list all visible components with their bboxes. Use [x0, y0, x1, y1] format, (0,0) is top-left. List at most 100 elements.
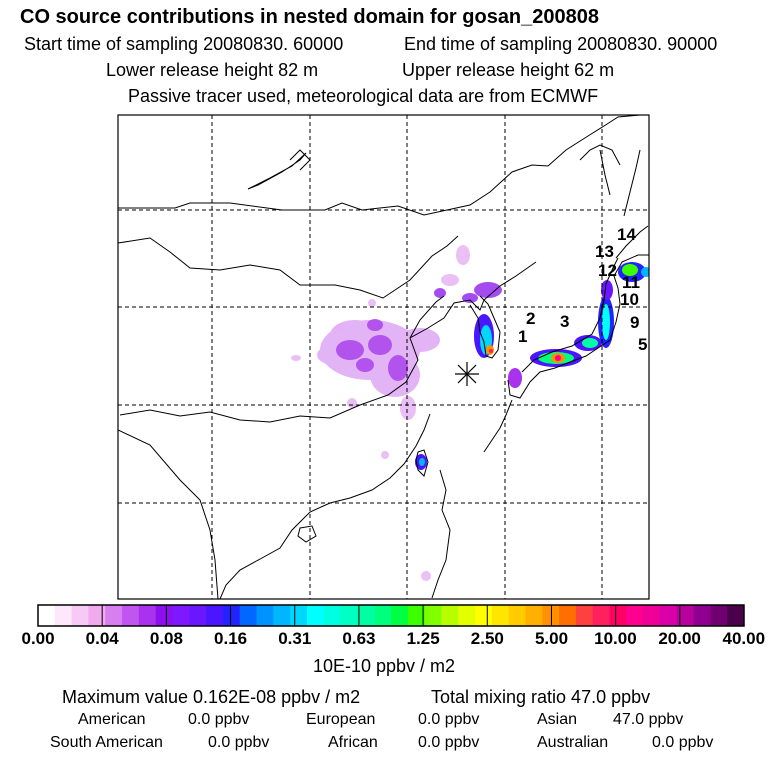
colorbar-tick-label: 20.00 — [658, 629, 701, 648]
colorbar-segment — [239, 605, 257, 626]
african-value: 0.0 ppbv — [418, 734, 480, 751]
coastline-philippines — [431, 469, 451, 599]
coastline-baikal — [247, 152, 307, 190]
colorbar-segment — [105, 605, 123, 626]
colorbar-segment — [256, 605, 274, 626]
colorbar — [37, 604, 745, 627]
colorbar-segment — [676, 605, 694, 626]
start-time: Start time of sampling 20080830. 60000 — [24, 34, 344, 54]
region-label: 5 — [638, 335, 647, 354]
american-value: 0.0 ppbv — [188, 711, 250, 728]
plume-north-china-core — [336, 319, 408, 381]
colorbar-segment — [71, 605, 89, 626]
colorbar-tick-label: 1.25 — [406, 629, 440, 648]
coastline-japan — [507, 254, 649, 399]
max-value: Maximum value 0.162E-08 ppbv / m2 — [62, 687, 361, 707]
colorbar-segment — [710, 605, 728, 626]
coastline-hainan — [297, 525, 317, 543]
map-layer — [118, 115, 649, 599]
coastline-ryukyu — [483, 399, 513, 453]
colorbar-segment — [306, 605, 325, 626]
colorbar-segment — [38, 605, 56, 626]
colorbar-tick-label: 0.00 — [21, 629, 55, 648]
coastline-kamchatka — [579, 144, 621, 166]
coastline-sakhalin — [623, 149, 641, 217]
coastline-hokkaido — [615, 225, 649, 259]
colorbar-segment — [357, 605, 375, 626]
colorbar-segment — [340, 605, 358, 626]
colorbar-segment — [424, 605, 442, 626]
colorbar-segment — [189, 605, 207, 626]
region-label: 1 — [518, 327, 527, 346]
colorbar-segment — [290, 605, 308, 626]
colorbar-segment — [88, 605, 106, 626]
coastline-china-east — [119, 261, 537, 423]
colorbar-segment — [122, 605, 140, 626]
colorbar-tick-label: 0.08 — [149, 629, 183, 648]
colorbar-segment — [155, 605, 173, 626]
colorbar-tick-label: 0.04 — [85, 629, 119, 648]
colorbar-segment — [609, 605, 627, 626]
colorbar-segment — [575, 605, 594, 626]
chart-title: CO source contributions in nested domain… — [20, 6, 600, 28]
colorbar-border — [37, 604, 745, 627]
colorbar-segment — [727, 605, 745, 626]
plume-hokkaido — [618, 262, 649, 282]
colorbar-segment — [391, 605, 409, 626]
colorbar-segment — [54, 605, 73, 626]
european-label: European — [306, 711, 376, 728]
coastline-korea — [469, 295, 501, 359]
plume-northeast-china — [434, 282, 502, 303]
coastline-china-south — [219, 413, 431, 599]
total-mixing-ratio: Total mixing ratio 47.0 ppbv — [431, 687, 651, 707]
coastline-japan-sea — [521, 257, 619, 373]
colorbar-segment — [475, 605, 493, 626]
region-label: 11 — [622, 273, 640, 292]
colorbar-segment — [525, 605, 543, 626]
colorbar-segment — [407, 605, 426, 626]
colorbar-segment — [206, 605, 224, 626]
region-label: 2 — [526, 309, 535, 328]
colorbar-segment — [323, 605, 341, 626]
colorbar-segment — [626, 605, 644, 626]
emission-plumes — [291, 245, 649, 581]
colorbar-unit: 10E-10 ppbv / m2 — [312, 656, 456, 676]
plume-scattered — [291, 245, 470, 581]
colorbar-segment — [441, 605, 459, 626]
asian-label: Asian — [537, 711, 578, 728]
colorbar-tick-label: 10.00 — [594, 629, 637, 648]
gridlines — [118, 115, 649, 599]
colorbar-segment — [508, 605, 526, 626]
plot-border — [117, 114, 650, 600]
region-label: 14 — [617, 225, 636, 244]
border-mongolia — [118, 235, 459, 299]
colorbar-tick-label: 40.00 — [722, 629, 766, 648]
colorbar-tick-label: 0.16 — [214, 629, 248, 648]
colorbar-tick-label: 5.00 — [534, 629, 569, 648]
australian-value: 0.0 ppbv — [652, 734, 714, 751]
australian-label: Australian — [537, 734, 609, 751]
colorbar-segment — [542, 605, 560, 626]
coastline-bohai — [409, 295, 445, 339]
colorbar-segment — [374, 605, 392, 626]
colorbar-segment — [643, 605, 661, 626]
colorbar-tick-label: 0.31 — [278, 629, 312, 648]
colorbar-segment — [592, 605, 610, 626]
colorbar-segment — [693, 605, 711, 626]
colorbar-segment — [138, 605, 157, 626]
colorbar-tick-label: 2.50 — [470, 629, 504, 648]
end-time: End time of sampling 20080830. 90000 — [404, 34, 718, 54]
colorbar-segment — [273, 605, 291, 626]
colorbar-segment — [559, 605, 577, 626]
region-label: 3 — [560, 312, 569, 331]
region-label: 13 — [595, 242, 614, 261]
colorbar-segment — [172, 605, 190, 626]
colorbar-segment — [458, 605, 476, 626]
region-label: 10 — [620, 290, 639, 309]
colorbar-tick-label: 0.63 — [342, 629, 376, 648]
colorbar-segment — [222, 605, 241, 626]
region-label: 12 — [598, 261, 617, 280]
upper-release-height: Upper release height 62 m — [402, 60, 615, 80]
tracer-note: Passive tracer used, meteorological data… — [128, 86, 599, 106]
